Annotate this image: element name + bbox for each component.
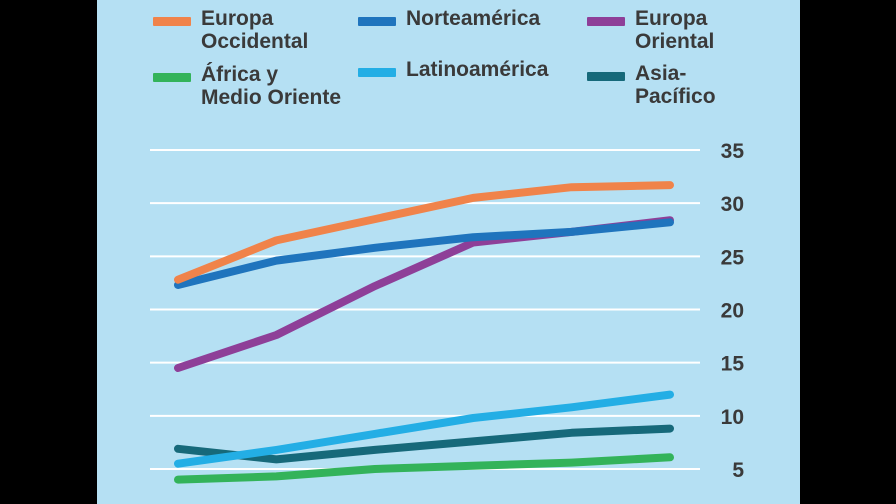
series-line-áfrica-y-medio-oriente — [174, 453, 674, 484]
y-tick-label-15: 15 — [721, 353, 745, 376]
series-line-latinoamérica — [174, 390, 674, 468]
y-tick-label-20: 20 — [721, 300, 744, 323]
y-tick-label-30: 30 — [721, 193, 744, 216]
series-line-europa-occidental — [174, 181, 674, 284]
series-line-norteamérica — [174, 218, 674, 289]
y-tick-label-25: 25 — [721, 246, 745, 269]
series-line-asia-pacífico — [174, 424, 674, 464]
y-tick-label-35: 35 — [721, 140, 745, 163]
y-tick-label-5: 5 — [732, 459, 744, 482]
y-tick-label-10: 10 — [721, 406, 744, 429]
